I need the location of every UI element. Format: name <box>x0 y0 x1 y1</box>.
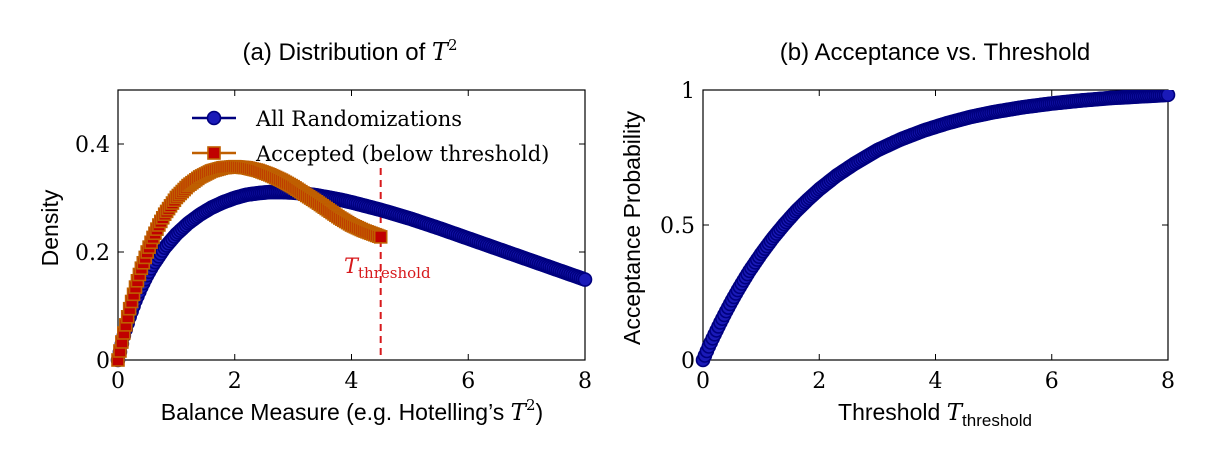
legend-label-all: All Randomizations <box>255 107 462 131</box>
panel-b-ytick-label: 0.5 <box>660 214 695 239</box>
panel-b-xtick-label: 8 <box>1161 369 1175 394</box>
panel-a-xtick-label: 2 <box>228 369 242 394</box>
panel-b-title: (b) Acceptance vs. Threshold <box>780 39 1090 66</box>
panel-b-ylabel: Acceptance Probability <box>619 111 645 345</box>
legend-label-accepted: Accepted (below threshold) <box>255 142 549 166</box>
legend-marker-accepted <box>207 146 221 160</box>
panel-a-series-0-point <box>577 272 593 287</box>
legend-marker-all <box>206 110 222 126</box>
panel-b-xtick-label: 4 <box>929 369 943 394</box>
panel-a-title: (a) Distribution of T2 <box>243 36 458 66</box>
panel-b-xtick-label: 6 <box>1045 369 1059 394</box>
panel-b-ytick-label: 0 <box>681 349 695 374</box>
panel-a-legend: All Randomizations Accepted (below thres… <box>192 107 549 166</box>
panel-b-xlabel: Threshold Tthreshold <box>838 399 1032 430</box>
panel-b-series-0-point <box>1160 90 1176 103</box>
threshold-label: Tthreshold <box>344 254 431 282</box>
panel-a-xtick-label: 6 <box>461 369 475 394</box>
panel-b: (b) Acceptance vs. Threshold Threshold T… <box>619 39 1176 430</box>
panel-b-xtick-label: 2 <box>812 369 826 394</box>
panel-b-xtick-label: 0 <box>696 369 710 394</box>
panel-b-series-0 <box>695 90 1176 368</box>
panel-a-xlabel: Balance Measure (e.g. Hotelling’s T2) <box>161 396 543 426</box>
panel-a-ytick-label: 0.4 <box>75 133 110 158</box>
panel-a-ylabel: Density <box>37 189 63 266</box>
panel-a-xtick-label: 4 <box>345 369 359 394</box>
panel-b-ytick-label: 1 <box>681 79 695 104</box>
panel-a-ytick-label: 0.2 <box>75 241 110 266</box>
panel-a-series-1 <box>111 159 388 367</box>
panel-a-series-1-point <box>373 230 388 244</box>
panel-a-xtick-label: 0 <box>111 369 125 394</box>
panel-a-xtick-label: 8 <box>578 369 592 394</box>
panel-a-ytick-label: 0 <box>96 349 110 374</box>
panel-a: (a) Distribution of T2 Balance Measure (… <box>37 36 593 426</box>
